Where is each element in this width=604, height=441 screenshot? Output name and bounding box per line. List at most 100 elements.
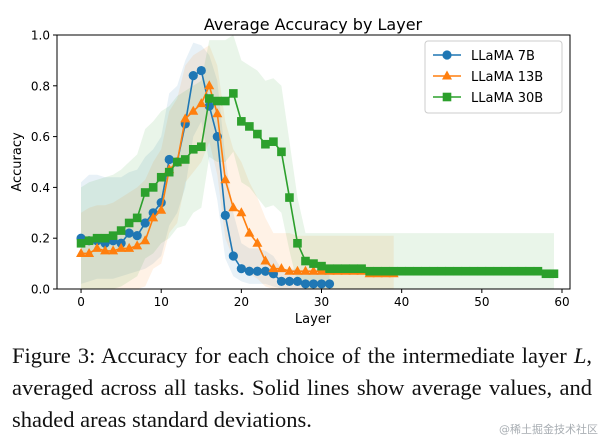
llama-13b-legend-label: LLaMA 13B — [471, 70, 543, 85]
llama-30b-point — [437, 266, 447, 276]
llama-30b-point — [517, 266, 527, 276]
llama-30b-point — [325, 264, 334, 273]
llama-7b-point — [220, 210, 230, 220]
y-tick-label: 1.0 — [31, 29, 50, 43]
llama-30b-legend-marker — [442, 92, 452, 102]
llama-13b-point — [100, 245, 111, 255]
llama-30b-point — [92, 233, 102, 243]
llama-30b-point — [509, 266, 519, 276]
llama-30b-point — [405, 266, 414, 276]
x-tick-label: 20 — [234, 295, 249, 309]
llama-13b-point — [84, 247, 95, 257]
llama-30b-point — [213, 96, 222, 106]
llama-30b-point — [285, 193, 294, 202]
llama-13b-point — [132, 240, 143, 250]
llama-30b-point — [108, 231, 118, 240]
llama-30b-point — [164, 167, 174, 177]
llama-30b-point — [229, 89, 238, 98]
llama-30b-point — [317, 261, 326, 271]
caption-variable: L — [573, 343, 587, 368]
llama-13b-std-band — [81, 45, 394, 290]
llama-30b-point — [461, 266, 471, 276]
llama-13b-point — [276, 263, 287, 273]
llama-30b-point — [309, 259, 318, 268]
watermark: @稀土掘金技术社区 — [499, 423, 598, 436]
llama-7b-legend-label: LLaMA 7B — [471, 49, 535, 64]
llama-7b-point — [300, 279, 311, 289]
llama-30b-point — [148, 183, 158, 192]
llama-7b-point — [164, 154, 174, 165]
llama-7b-point — [252, 266, 262, 276]
llama-13b-point — [244, 227, 255, 237]
llama-30b-point — [172, 157, 182, 167]
llama-7b-point — [228, 251, 238, 261]
llama-30b-point — [421, 266, 431, 276]
llama-30b-point — [397, 266, 406, 276]
llama-30b-point — [204, 94, 214, 103]
llama-30b-point — [469, 266, 479, 276]
llama-7b-point — [124, 228, 134, 238]
llama-13b-point — [268, 263, 279, 273]
llama-30b-point — [453, 266, 463, 276]
y-axis-label: Accuracy — [10, 132, 25, 192]
y-tick-label: 0.8 — [31, 79, 50, 93]
llama-7b-point — [140, 218, 150, 228]
chart-title: Average Accuracy by Layer — [204, 15, 423, 34]
llama-30b-point — [196, 142, 206, 152]
llama-13b-point — [284, 265, 295, 275]
llama-30b-point — [156, 172, 166, 182]
llama-30b-point — [221, 96, 230, 106]
llama-30b-point — [180, 155, 190, 164]
x-tick-label: 60 — [554, 295, 569, 309]
llama-30b-point — [501, 266, 511, 276]
llama-30b-point — [140, 188, 150, 197]
llama-13b-point — [116, 242, 127, 252]
llama-30b-point — [525, 266, 535, 276]
llama-13b-point — [292, 265, 303, 275]
llama-30b-point — [100, 233, 110, 243]
llama-30b-point — [533, 266, 543, 276]
llama-30b-point — [373, 266, 382, 276]
llama-13b-point — [260, 255, 271, 265]
llama-30b-point — [293, 238, 302, 248]
llama-7b-point — [188, 71, 198, 81]
x-tick-label: 40 — [394, 295, 409, 309]
llama-30b-legend-label: LLaMA 30B — [471, 91, 543, 106]
llama-13b-point — [236, 207, 247, 217]
llama-30b-point — [301, 256, 310, 266]
llama-30b-point — [84, 236, 94, 246]
llama-13b-point — [196, 98, 207, 108]
llama-7b-point — [132, 231, 142, 241]
llama-7b-point — [236, 264, 246, 274]
llama-7b-point — [308, 279, 319, 289]
llama-30b-point — [389, 266, 398, 276]
accuracy-chart: Average Accuracy by Layer 0 10 20 30 40 50 60 … — [10, 15, 571, 327]
llama-30b-point — [429, 266, 439, 276]
llama-13b-point — [140, 235, 151, 245]
llama-7b-legend-marker — [442, 50, 452, 60]
llama-30b-point — [116, 226, 126, 235]
llama-30b-point — [132, 213, 142, 223]
llama-30b-point — [277, 147, 286, 157]
llama-13b-point — [180, 113, 191, 123]
x-axis: 0 10 20 30 40 50 60 — [77, 289, 570, 309]
llama-7b-point — [244, 266, 254, 276]
caption-suffix: , averaged across all tasks. Solid lines… — [12, 343, 592, 432]
llama-30b-point — [124, 218, 134, 228]
llama-30b-point — [541, 269, 551, 279]
llama-13b-point — [212, 108, 223, 118]
llama-30b-point — [357, 264, 366, 273]
legend: LLaMA 7B LLaMA 13B LLaMA 30B — [424, 40, 563, 114]
llama-30b-point — [269, 137, 278, 146]
y-tick-label: 0.0 — [31, 283, 50, 297]
llama-7b-point — [324, 279, 335, 289]
llama-30b-point — [341, 264, 350, 273]
llama-13b-point — [228, 202, 239, 212]
llama-7b-point — [260, 266, 271, 276]
y-axis: 0.0 0.2 0.4 0.6 0.8 1.0 — [31, 29, 57, 297]
llama-13b-point — [308, 265, 319, 275]
llama-7b-point — [284, 276, 295, 286]
llama-30b-point — [333, 264, 342, 273]
llama-30b-point — [477, 266, 487, 276]
llama-30b-point — [413, 266, 423, 276]
